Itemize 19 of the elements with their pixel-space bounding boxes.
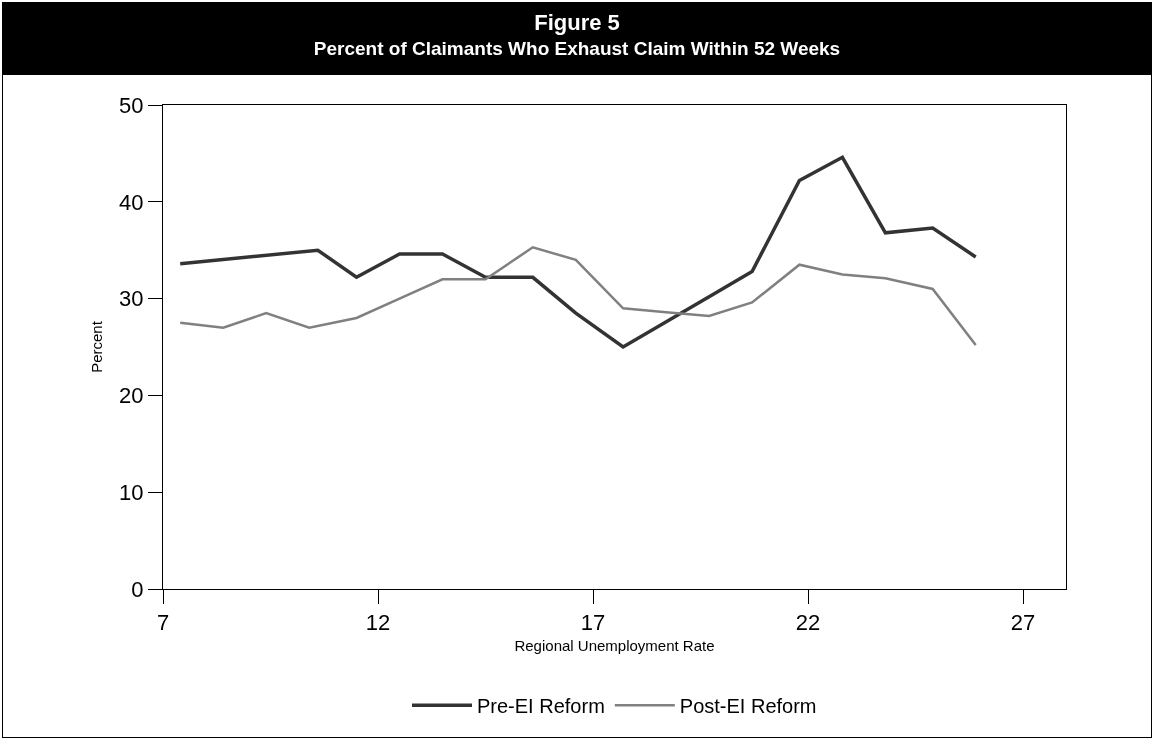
x-tick-label: 27 [1010, 610, 1036, 636]
y-tick-label: 40 [119, 189, 144, 215]
y-tick-label: 0 [131, 576, 144, 602]
y-tick-label: 10 [119, 479, 144, 505]
chart-title: Figure 5 [533, 9, 621, 37]
chart-subtitle: Percent of Claimants Who Exhaust Claim Within 52 Weeks [312, 37, 842, 61]
y-tick-label: 20 [119, 383, 144, 409]
x-tick-label: 12 [365, 610, 391, 636]
legend-label: Post-EI Reform [679, 695, 817, 718]
x-tick-label: 7 [156, 610, 170, 636]
line-series [178, 155, 978, 349]
x-tick-label: 22 [795, 610, 821, 636]
y-axis-title: Percent [88, 320, 106, 373]
line-series [178, 246, 977, 347]
x-tick-label: 17 [580, 610, 606, 636]
y-tick-label: 50 [119, 92, 144, 118]
y-tick-label: 30 [119, 286, 144, 312]
legend-label: Pre-EI Reform [477, 695, 605, 718]
x-axis-title: Regional Unemployment Rate [514, 637, 715, 655]
